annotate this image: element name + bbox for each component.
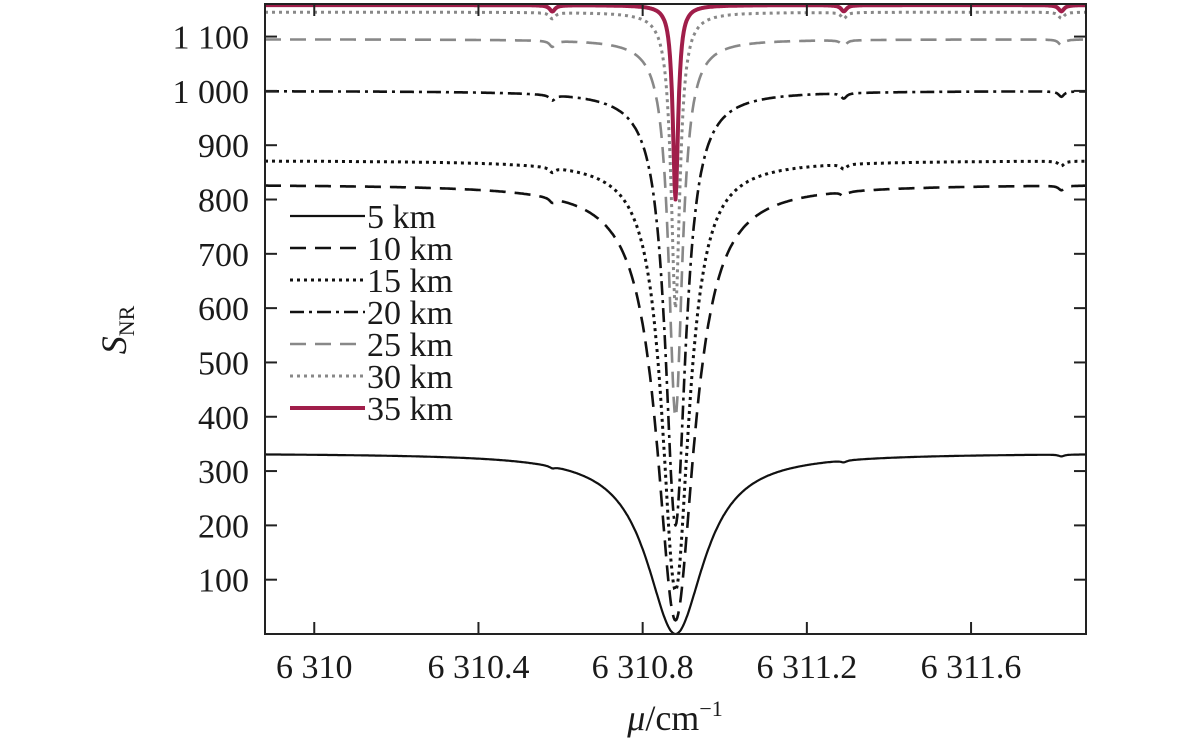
y-tick-label: 300	[198, 454, 249, 491]
legend-label: 5 km	[367, 199, 436, 236]
y-tick-label: 1 000	[173, 74, 250, 111]
series-line-5	[265, 38, 1086, 419]
legend-item: 35 km	[290, 391, 453, 428]
y-tick-label: 200	[198, 508, 249, 545]
legend-label: 25 km	[367, 327, 453, 364]
x-tick-label: 6 310.4	[427, 649, 529, 686]
legend-item: 10 km	[290, 231, 453, 268]
y-tick-label: 900	[198, 128, 249, 165]
legend-item: 25 km	[290, 327, 453, 364]
y-tick-label: 600	[198, 291, 249, 328]
y-axis-label: SNR	[94, 305, 139, 354]
legend-label: 10 km	[367, 231, 453, 268]
series-layer	[265, 4, 1086, 634]
legend-label: 20 km	[367, 295, 453, 332]
y-tick-label: 1 100	[173, 20, 250, 57]
x-tick-label: 6 311.6	[921, 649, 1022, 686]
legend-item: 15 km	[290, 263, 453, 300]
x-tick-label: 6 310.8	[592, 649, 694, 686]
series-line-7	[265, 4, 1086, 202]
y-tick-label: 700	[198, 237, 249, 274]
x-axis-symbol: μ	[626, 698, 645, 738]
x-tick-label: 6 311.2	[756, 649, 857, 686]
x-axis-label: μ/cm−1	[626, 696, 722, 738]
legend-label: 15 km	[367, 263, 453, 300]
ticks-layer: 6 310 6 310.4 6 310.8 6 311.2 6 311.6 100 200 3…	[173, 4, 1086, 686]
y-axis-subscript: NR	[114, 305, 139, 336]
x-axis-unit-exponent: −1	[699, 696, 722, 721]
series-line-4	[265, 90, 1086, 527]
y-tick-label: 800	[198, 183, 249, 220]
y-tick-label: 500	[198, 345, 249, 382]
legend-label: 35 km	[367, 391, 453, 428]
legend-item: 20 km	[290, 295, 453, 332]
series-line-6	[265, 10, 1086, 310]
series-line-2	[265, 184, 1086, 622]
legend-item: 30 km	[290, 359, 453, 396]
plot-frame	[264, 3, 1087, 635]
legend-label: 30 km	[367, 359, 453, 396]
x-tick-label: 6 310	[276, 649, 353, 686]
series-line-1	[265, 453, 1086, 634]
legend-item: 5 km	[290, 199, 436, 236]
y-axis-symbol: S	[94, 336, 134, 354]
x-axis-unit: /cm	[645, 698, 699, 738]
y-tick-label: 100	[198, 563, 249, 600]
y-tick-label: 400	[198, 400, 249, 437]
